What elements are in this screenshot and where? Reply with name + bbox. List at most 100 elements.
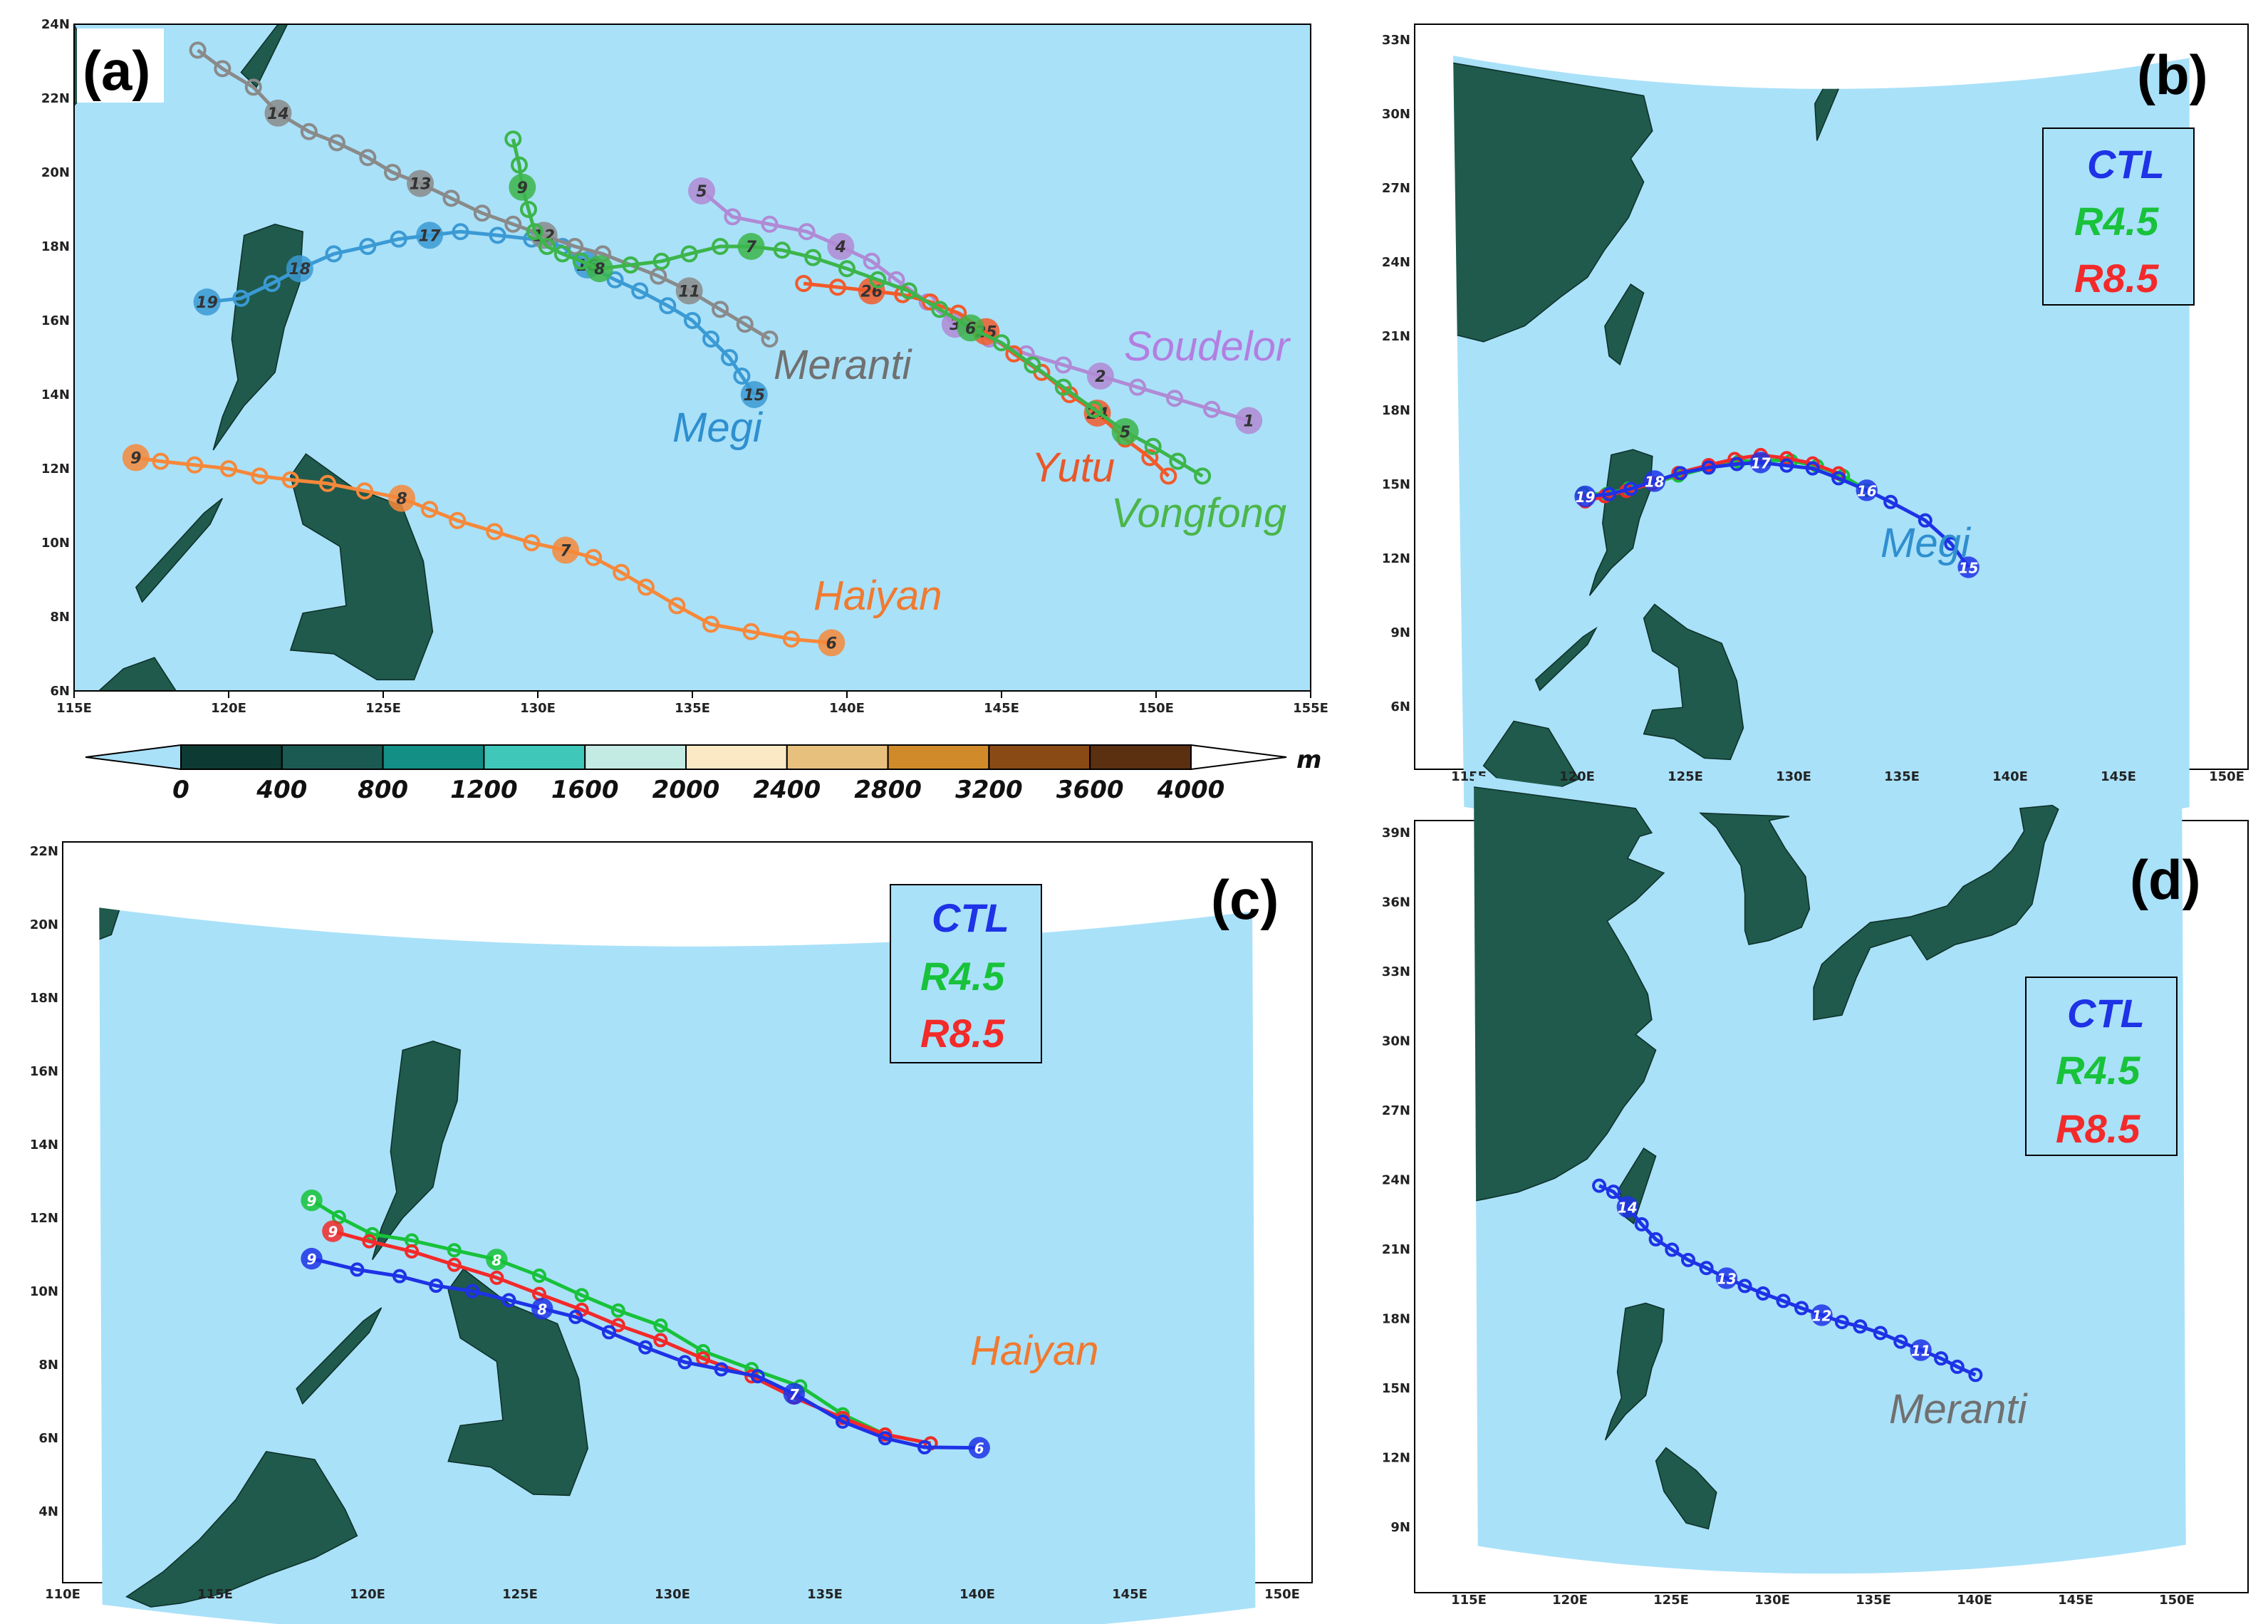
panel-a-lat-tick-12n: 12N <box>41 462 70 477</box>
panel-d-track-point-ctl <box>1794 1301 1809 1316</box>
panel-d-land <box>1474 774 2101 1530</box>
panel-d-track-ctl: 11 12 13 14 <box>1592 1178 1983 1383</box>
panel-c-track-point-r45 <box>574 1288 589 1303</box>
panel-c-land <box>99 907 588 1608</box>
storm-name-haiyan: Haiyan <box>813 573 942 619</box>
panel-a-track-point-meranti <box>504 215 522 233</box>
panel-d-lon-tick-120e: 120E <box>1552 1593 1588 1608</box>
panel-a-track-point-haiyan <box>782 630 800 648</box>
panel-a-track-point-megi <box>740 381 768 408</box>
panel-c-track-point-ctl <box>531 1298 553 1320</box>
panel-d-lon-tick-150e: 150E <box>2159 1593 2195 1608</box>
panel-a-track-point-haiyan <box>388 484 416 512</box>
panel-d-storm-name: Meranti <box>1889 1386 2029 1432</box>
panel-c-lat-tick-14n: 14N <box>30 1138 58 1152</box>
panel-d-track-point-ctl <box>1934 1351 1949 1366</box>
panel-a-day-label-haiyan: 7 <box>560 542 571 560</box>
panel-c-lat-tick-16n: 16N <box>30 1064 58 1079</box>
panel-d-track-point-ctl <box>1811 1304 1833 1326</box>
panel-a-tracks: 15161718191112131412345242526567896789 <box>122 41 1263 657</box>
panel-c-lon-tick-125e: 125E <box>502 1587 538 1602</box>
panel-c-track-point-r45 <box>365 1227 380 1242</box>
panel-c-legend-ctl: CTL <box>932 895 1009 940</box>
panel-b-track-ctl: 15 16 17 18 19 <box>1574 452 1980 578</box>
panel-c-track-point-r85 <box>405 1244 420 1259</box>
panel-a-track-point-vongfong <box>712 238 729 255</box>
panel-c-legend-r85: R8.5 <box>920 1011 1005 1056</box>
panel-a-track-point-haiyan <box>552 536 580 564</box>
panel-b-label: (b) <box>2137 43 2208 106</box>
panel-d-track-point-ctl <box>1648 1232 1663 1246</box>
panel-c-legend-r45: R4.5 <box>920 954 1005 999</box>
panel-a-day-label-vongfong: 9 <box>517 179 528 197</box>
panel-d-lat-tick-15n: 15N <box>1382 1381 1410 1396</box>
panel-a-track-point-meranti <box>384 164 402 181</box>
panel-b-lon-tick-140e: 140E <box>1992 769 2028 784</box>
panel-a-track-point-vongfong <box>572 252 590 270</box>
panel-a-track-point-haiyan <box>449 511 467 529</box>
panel-d-label: (d) <box>2130 848 2201 911</box>
panel-c-track-point-ctl <box>392 1269 407 1284</box>
panel-c-lat-tick-8n: 8N <box>38 1358 58 1373</box>
panel-b-lat-tick-27n: 27N <box>1382 181 1410 196</box>
panel-a-track-point-meranti <box>407 170 435 197</box>
panel-b-track-point-ctl <box>1856 479 1878 501</box>
panel-a-track-point-vongfong <box>900 282 917 300</box>
storm-name-yutu: Yutu <box>1031 444 1115 491</box>
panel-a-track-point-vongfong <box>1054 378 1072 396</box>
panel-a-day-label-meranti: 13 <box>410 176 432 194</box>
panel-d-track-point-ctl <box>1737 1279 1752 1294</box>
colorbar-box-0 <box>180 744 283 770</box>
panel-c-track-point-ctl <box>750 1369 765 1384</box>
panel-c-lat-tick-22n: 22N <box>30 844 58 859</box>
panel-a-track-point-yutu <box>858 277 885 305</box>
panel-c-landmass-0 <box>371 1040 461 1261</box>
panel-d-lat-tick-12n: 12N <box>1382 1451 1410 1466</box>
panel-d-day-label-ctl: 14 <box>1618 1199 1638 1216</box>
panel-c-landmass-4 <box>99 907 122 944</box>
panel-a-track-point-vongfong <box>622 256 640 274</box>
panel-b-track-point-ctl <box>1673 466 1688 481</box>
panel-a-track-point-haiyan <box>637 578 655 596</box>
panel-a-track-point-megi <box>452 223 469 241</box>
panel-a-lon-tick-135e: 135E <box>675 701 710 716</box>
panel-c-track-point-r45 <box>653 1318 668 1333</box>
panel-a-track-point-soudelor <box>724 208 742 226</box>
colorbar-min-arrow <box>85 744 182 771</box>
panel-c-track-point-ctl <box>968 1437 990 1459</box>
panel-b-lon-tick-145e: 145E <box>2101 769 2136 784</box>
panel-a-day-label-megi: 18 <box>289 261 311 279</box>
panel-c-lat-ticks: 4N 6N 8N 10N 12N 14N 16N 18N 20N 22N <box>30 844 58 1519</box>
panel-d-ocean <box>1474 774 2186 1574</box>
panel-b-day-label-ctl: 16 <box>1857 482 1877 499</box>
panel-c-lon-tick-115e: 115E <box>197 1587 233 1602</box>
panel-b-lon-tick-150e: 150E <box>2209 769 2244 784</box>
storm-name-vongfong: Vongfong <box>1111 490 1286 536</box>
panel-b-lat-tick-33n: 33N <box>1382 33 1410 48</box>
panel-b-legend-ctl: CTL <box>2087 142 2165 187</box>
panel-a-track-point-vongfong <box>519 201 537 218</box>
colorbar-box-2 <box>382 744 485 770</box>
panel-c-track-point-ctl <box>878 1431 893 1446</box>
panel-c-landmass-2 <box>125 1451 358 1608</box>
panel-b-track-point-ctl <box>1701 460 1716 475</box>
colorbar-label-3600: 3600 <box>1056 776 1124 804</box>
panel-a-track-point-megi <box>390 230 407 248</box>
panel-b-landmass-3 <box>1534 626 1598 692</box>
panel-d-legend-r85: R8.5 <box>2056 1106 2140 1151</box>
panel-c-track-point-r45 <box>301 1190 323 1212</box>
colorbar-label-0: 0 <box>172 776 189 804</box>
panel-a-track-point-haiyan <box>251 467 269 485</box>
colorbar-label-2400: 2400 <box>753 776 821 804</box>
panel-a-track-point-vongfong <box>539 238 556 255</box>
panel-a-label-bg <box>77 28 164 103</box>
panel-a-track-point-megi <box>325 245 343 263</box>
panel-c-track-ctl: 6 7 8 9 <box>301 1247 990 1459</box>
panel-a-track-point-megi <box>489 227 506 244</box>
panel-a-track-point-meranti <box>189 41 207 59</box>
panel-a-track-point-megi <box>232 289 250 307</box>
panel-a-track-point-haiyan <box>486 523 504 541</box>
panel-a-lon-tick-115e: 115E <box>56 701 92 716</box>
